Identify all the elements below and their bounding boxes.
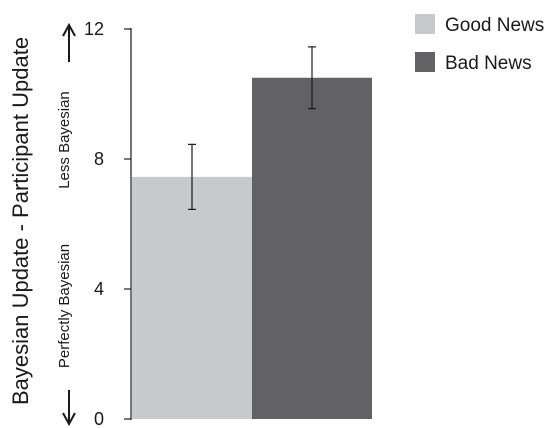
legend-swatch <box>415 52 435 72</box>
arrow-up-icon <box>62 22 76 62</box>
y-tick-label: 0 <box>94 409 104 428</box>
error-bar <box>308 46 316 110</box>
y-axis-label-group: Bayesian Update - Participant Update Per… <box>8 22 76 427</box>
y-axis-ticks: 0 4 8 12 <box>84 19 131 428</box>
y-axis-sublabel-low: Perfectly Bayesian <box>56 244 73 368</box>
y-tick-label: 8 <box>94 149 104 169</box>
y-tick-label: 4 <box>94 279 104 299</box>
error-bar <box>188 143 196 210</box>
legend-label: Bad News <box>445 53 532 74</box>
error-bars <box>188 46 316 210</box>
bar-bad-news <box>252 77 372 419</box>
legend: Good News Bad News <box>415 14 544 74</box>
y-axis-title: Bayesian Update - Participant Update <box>8 37 33 405</box>
bars <box>132 77 372 419</box>
bar-good-news <box>132 176 252 419</box>
legend-label: Good News <box>445 15 544 36</box>
y-axis-sublabel-high: Less Bayesian <box>56 91 73 189</box>
legend-swatch <box>415 14 435 34</box>
y-tick-label: 12 <box>84 19 104 39</box>
arrow-down-icon <box>62 390 76 427</box>
